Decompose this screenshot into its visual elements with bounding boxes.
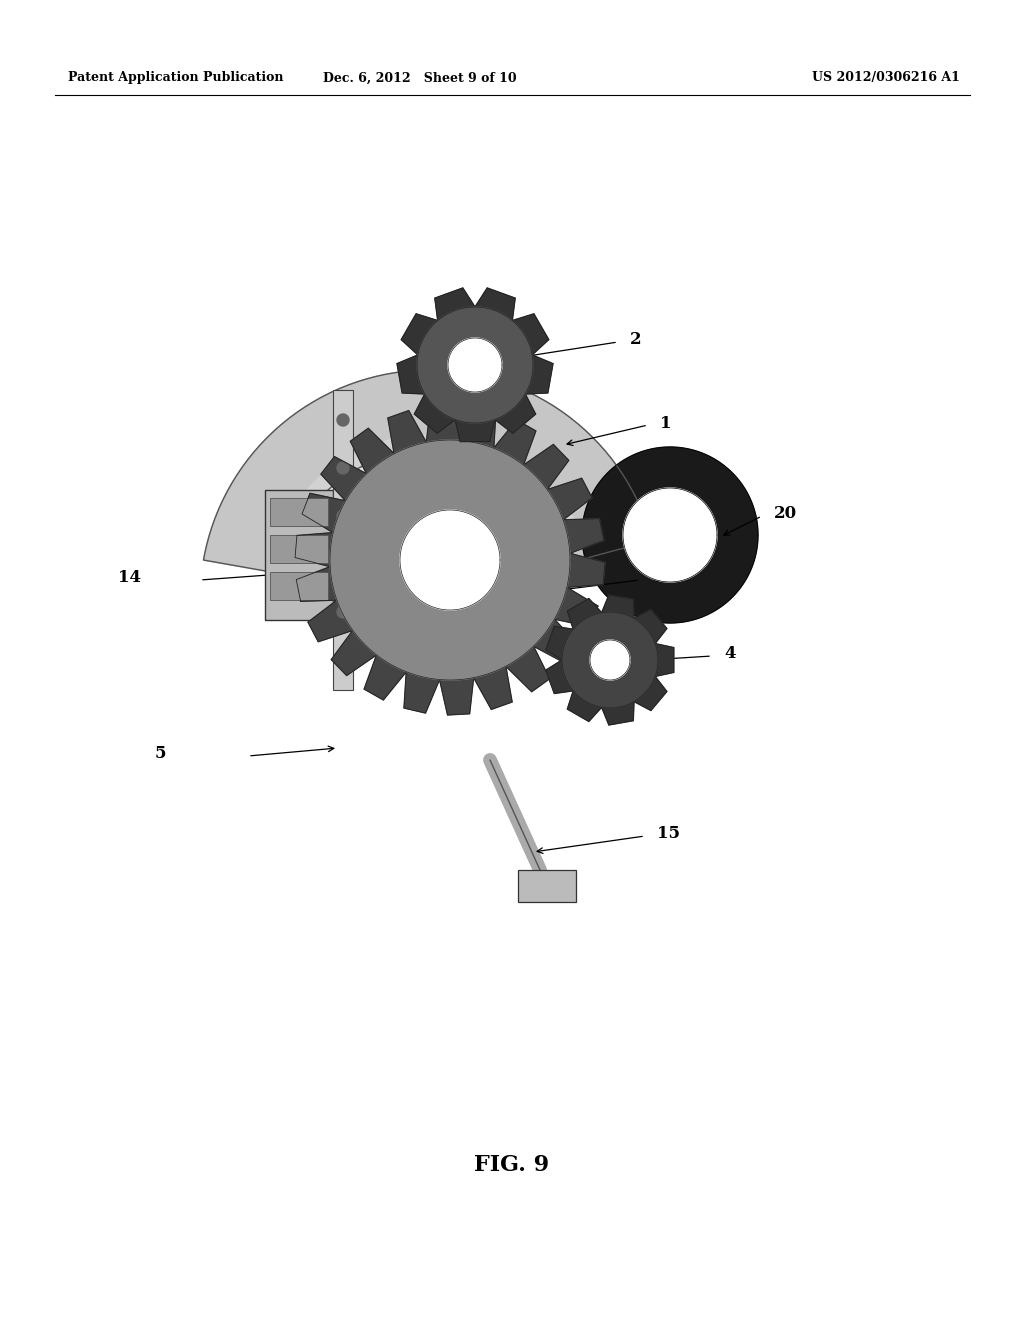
Polygon shape bbox=[397, 288, 553, 442]
Text: 15: 15 bbox=[657, 825, 680, 842]
Wedge shape bbox=[204, 370, 652, 574]
Text: 4: 4 bbox=[724, 645, 735, 663]
Text: 1: 1 bbox=[660, 414, 672, 432]
Circle shape bbox=[337, 462, 349, 474]
Polygon shape bbox=[417, 308, 534, 422]
Circle shape bbox=[337, 606, 349, 618]
Polygon shape bbox=[546, 595, 674, 725]
Circle shape bbox=[337, 558, 349, 570]
Bar bbox=[270, 572, 328, 601]
Circle shape bbox=[337, 510, 349, 521]
Polygon shape bbox=[623, 488, 717, 582]
Polygon shape bbox=[562, 612, 658, 708]
Circle shape bbox=[337, 414, 349, 426]
Bar bbox=[333, 389, 353, 690]
Text: 20: 20 bbox=[774, 506, 797, 523]
Bar bbox=[518, 870, 575, 902]
Bar bbox=[270, 498, 328, 525]
Text: FIG. 9: FIG. 9 bbox=[474, 1154, 550, 1176]
Text: 2: 2 bbox=[630, 331, 642, 348]
Wedge shape bbox=[270, 436, 585, 572]
Polygon shape bbox=[400, 510, 500, 610]
Bar bbox=[265, 490, 333, 620]
Polygon shape bbox=[582, 447, 758, 623]
Text: US 2012/0306216 A1: US 2012/0306216 A1 bbox=[812, 71, 961, 84]
Text: Dec. 6, 2012   Sheet 9 of 10: Dec. 6, 2012 Sheet 9 of 10 bbox=[324, 71, 517, 84]
Polygon shape bbox=[295, 405, 605, 715]
Text: 5: 5 bbox=[155, 746, 167, 763]
Polygon shape bbox=[330, 440, 570, 680]
Text: Patent Application Publication: Patent Application Publication bbox=[68, 71, 284, 84]
Polygon shape bbox=[449, 338, 502, 392]
Polygon shape bbox=[590, 640, 630, 680]
Bar bbox=[270, 535, 328, 564]
Text: 14: 14 bbox=[118, 569, 141, 586]
Text: 6: 6 bbox=[652, 569, 664, 586]
